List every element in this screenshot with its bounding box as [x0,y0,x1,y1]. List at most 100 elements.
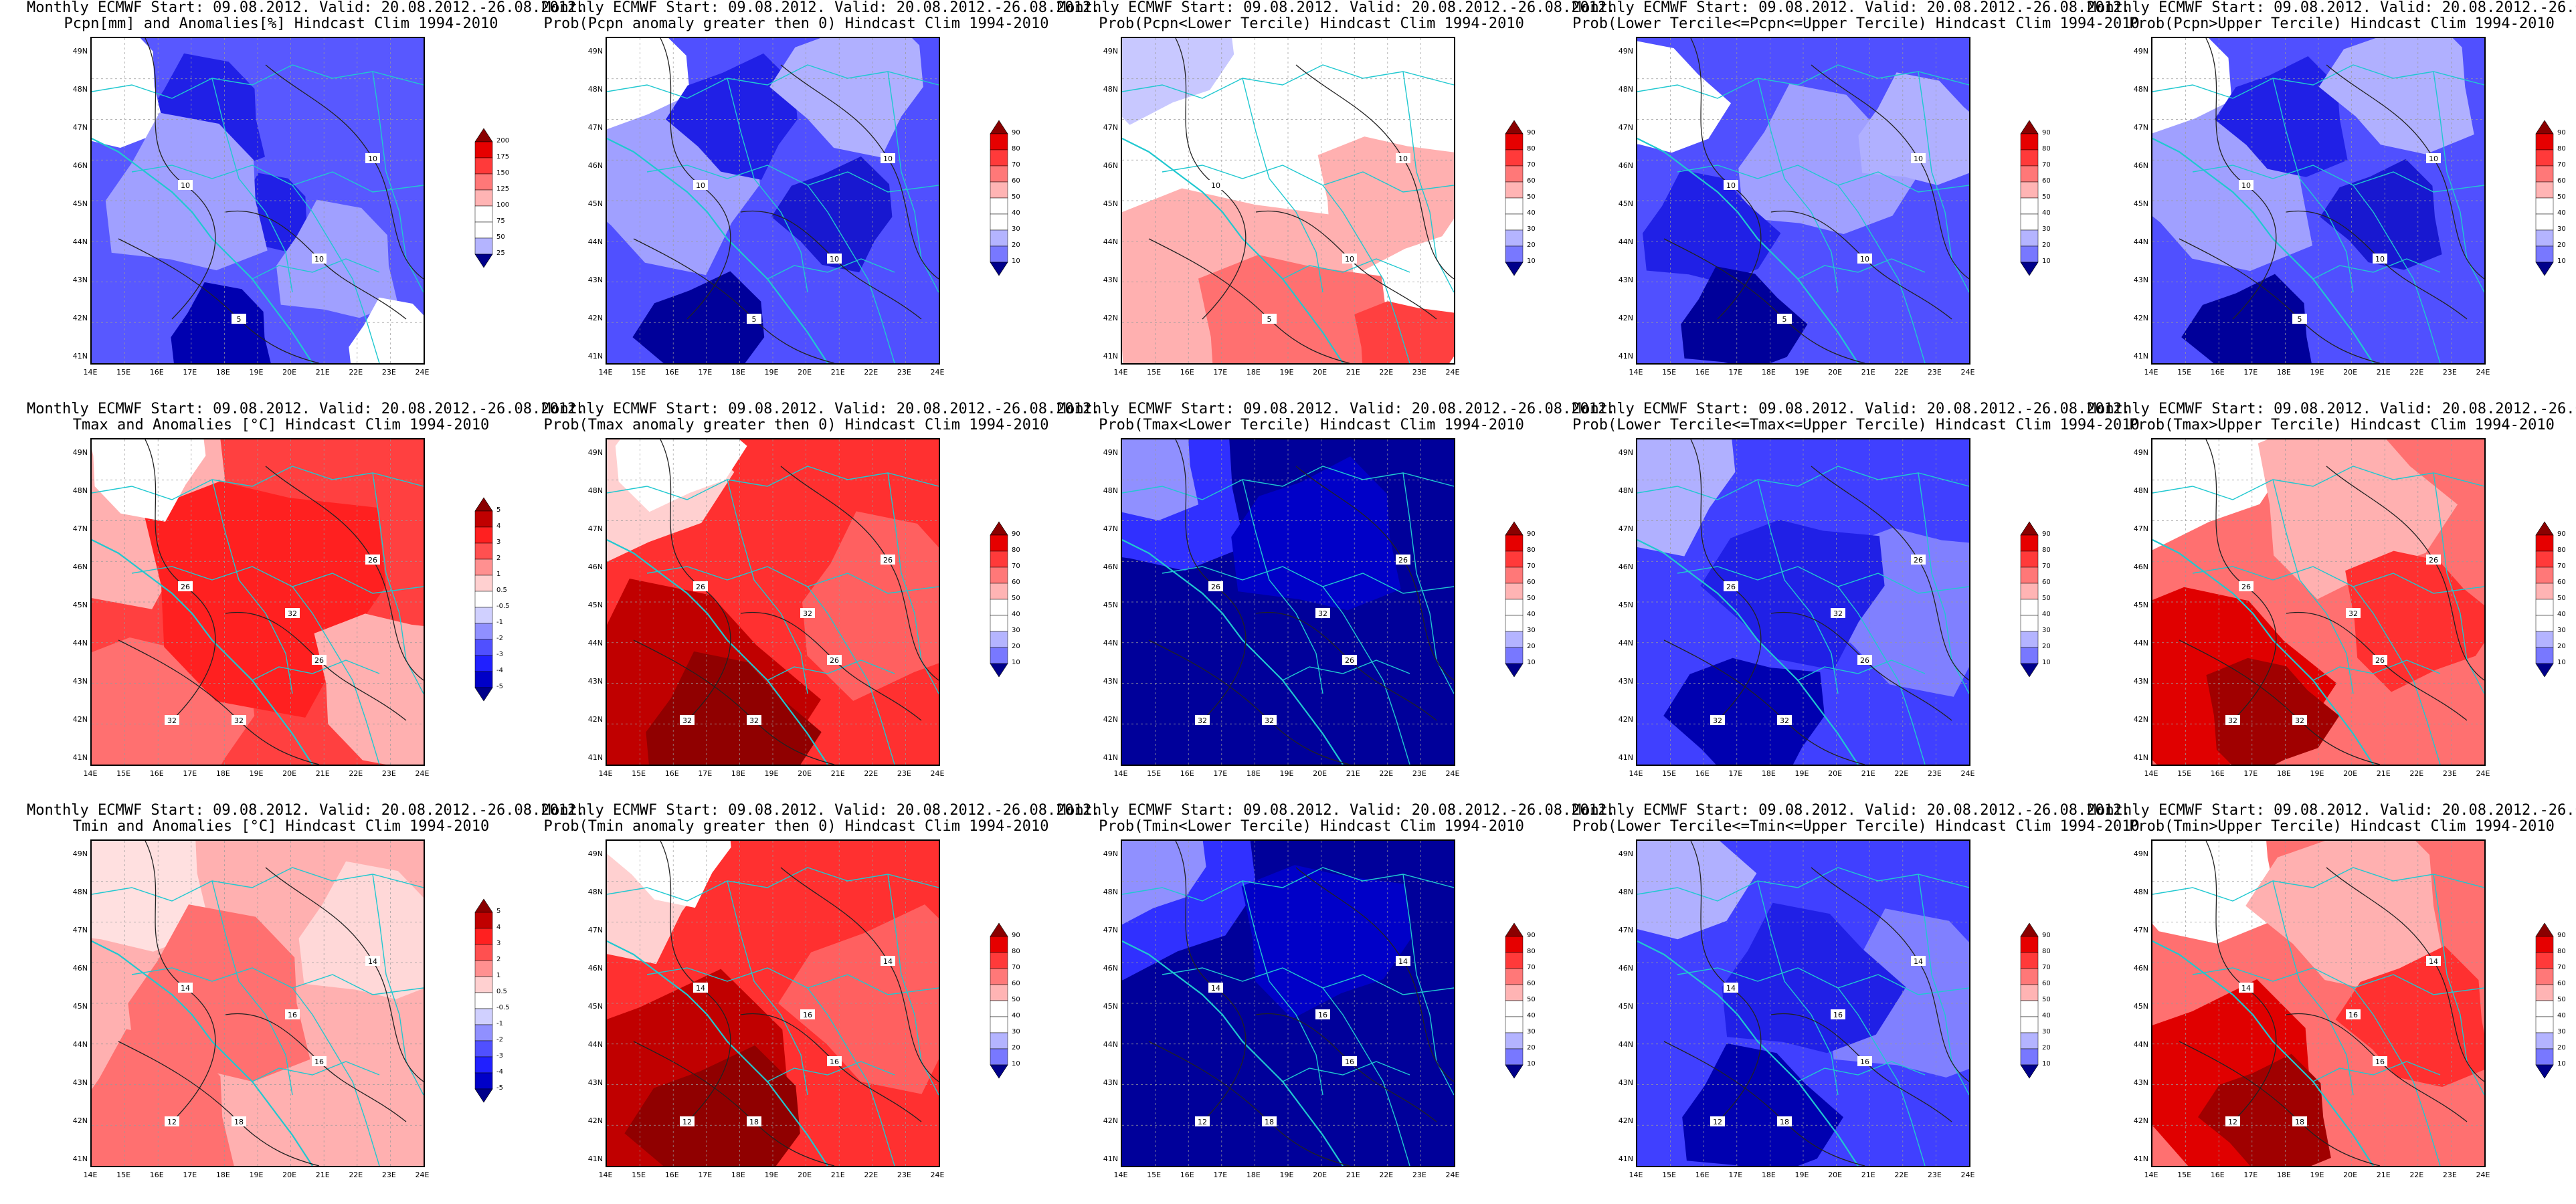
svg-text:10: 10 [181,181,190,190]
color-bar-tick: 30 [1012,627,1020,634]
shaded-region [1681,266,1808,363]
latitude-label: 41N [1103,352,1118,361]
latitude-label: 43N [1618,677,1633,686]
longitude-label: 17E [1213,368,1228,377]
longitude-label: 24E [1960,769,1975,778]
longitude-label: 19E [1279,368,1294,377]
country-border [2192,566,2484,594]
color-bar: 90 80 70 60 50 40 30 20 10 [990,120,1020,308]
color-bar-tick: 70 [2557,563,2566,570]
longitude-label: 22E [2409,368,2424,377]
color-bar-tick: 60 [2557,177,2566,185]
latitude-label: 45N [587,1002,603,1011]
isoline-label: 32 [232,715,246,725]
color-bar-tick: 60 [1012,177,1020,185]
shaded-region [1122,841,1206,925]
longitude-label: 18E [1246,368,1261,377]
latitude-label: 48N [587,85,603,94]
color-bar: 90 80 70 60 50 40 30 20 10 [2020,521,2051,709]
panel-title: Monthly ECMWF Start: 09.08.2012. Valid: … [27,803,585,835]
shaded-region [1637,841,1757,940]
svg-text:26: 26 [883,556,893,565]
longitude-label: 20E [1828,368,1843,377]
longitude-label: 22E [1894,1171,1909,1179]
country-border [2353,987,2441,1166]
isoline-label: 32 [1831,608,1845,618]
country-border [292,586,380,765]
isoline-label: 14 [2239,983,2253,993]
country-border [1837,987,1926,1166]
map-plot: 10 10 10 5 [1121,37,1455,365]
latitude-label: 46N [1618,964,1633,973]
isoline-label: 10 [312,254,327,264]
longitude-label: 16E [149,769,164,778]
latitude-label: 46N [1618,563,1633,571]
country-border [807,987,895,1166]
isoline-label: 32 [680,715,695,725]
color-bar: 90 80 70 60 50 40 30 20 10 [990,922,1020,1110]
longitude-label: 19E [249,1171,264,1179]
panel-title: Monthly ECMWF Start: 09.08.2012. Valid: … [27,401,585,433]
svg-text:14: 14 [1914,957,1923,966]
svg-text:5: 5 [1267,315,1272,324]
shaded-region [1241,865,1411,1019]
longitude-label: 18E [1761,368,1776,377]
svg-text:5: 5 [237,315,242,324]
latitude-label: 45N [587,601,603,609]
country-border [807,586,895,765]
color-bar-tick: 60 [1527,579,1536,586]
longitude-label: 21E [1346,769,1360,778]
map-panel: Monthly ECMWF Start: 09.08.2012. Valid: … [27,0,585,401]
latitude-label: 48N [1103,85,1118,94]
svg-text:26: 26 [1726,583,1736,591]
isoline-label: 26 [1857,655,1872,665]
svg-text:16: 16 [1318,1011,1327,1019]
country-border [292,987,380,1166]
isoline-label: 16 [312,1056,327,1066]
longitude-label: 17E [1213,1171,1228,1179]
longitude-label: 16E [149,368,164,377]
color-bar: 90 80 70 60 50 40 30 20 10 [2020,922,2051,1110]
longitude-label: 17E [698,769,713,778]
isoline-label: 14 [2426,956,2441,966]
svg-text:14: 14 [1398,957,1408,966]
latitude-label: 41N [1103,1155,1118,1163]
panel-title: Monthly ECMWF Start: 09.08.2012. Valid: … [1057,401,1615,433]
country-border [2272,479,2354,694]
svg-text:18: 18 [234,1118,244,1126]
longitude-label: 22E [1379,769,1394,778]
svg-text:32: 32 [1780,716,1789,725]
color-bar-tick: 10 [2557,659,2566,666]
longitude-label: 18E [215,1171,230,1179]
longitude-label: 15E [1147,368,1162,377]
color-bar-tick: 50 [1527,996,1536,1003]
latitude-label: 47N [1618,524,1633,533]
shaded-region [2214,56,2348,177]
latitude-label: 49N [1618,849,1633,858]
country-border [252,1061,380,1082]
country-border [2192,165,2484,193]
coastline [607,539,828,765]
color-bar-tick: 60 [2042,980,2051,987]
isoline-label: 10 [178,180,193,190]
color-bar-tick: 20 [1012,643,1020,650]
longitude-label: 20E [1828,1171,1843,1179]
latitude-label: 42N [72,314,88,322]
country-border [767,258,895,280]
svg-text:32: 32 [1265,716,1274,725]
isoline-label: 14 [1911,956,1926,966]
shaded-region [2206,658,2340,765]
longitude-label: 22E [349,1171,363,1179]
panel-title-line1: Monthly ECMWF Start: 09.08.2012. Valid: … [27,401,585,417]
longitude-label: 15E [1147,769,1162,778]
isoline-label: 32 [2292,715,2307,725]
svg-text:14: 14 [696,984,705,993]
latitude-label: 44N [1103,1040,1118,1049]
panel-title-line1: Monthly ECMWF Start: 09.08.2012. Valid: … [1572,401,2131,417]
longitude-label: 16E [1180,368,1194,377]
latitude-label: 44N [72,639,88,647]
color-bar-tick: 50 [2557,595,2566,602]
color-bar-tick: 70 [1012,563,1020,570]
shaded-region [92,38,165,148]
color-bar-tick: 80 [1012,145,1020,153]
